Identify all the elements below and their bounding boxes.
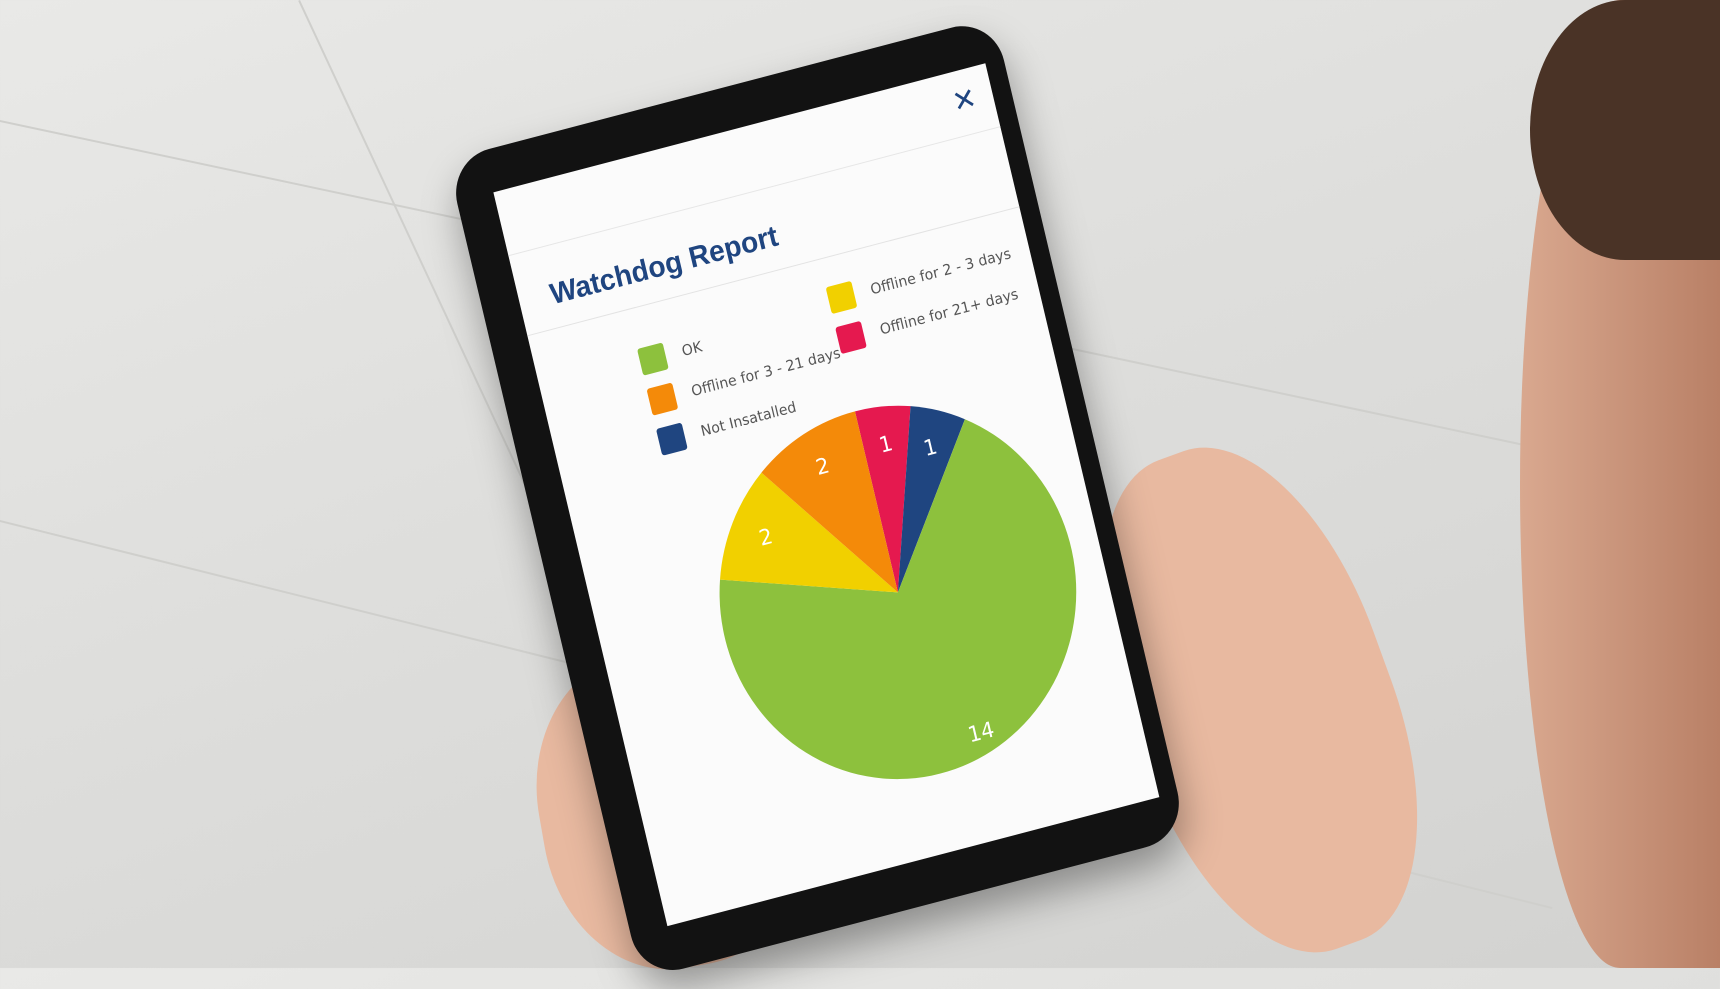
pie-slice-offline-for-21-days[interactable]: [854, 397, 951, 593]
pie-slice-not-insatalled[interactable]: [857, 393, 1000, 593]
pie-data-label: 1: [921, 433, 940, 461]
pie-slice-offline-for-2-3-days[interactable]: [699, 446, 898, 636]
pie-slice-ok[interactable]: [690, 400, 1114, 818]
pie-data-label: 2: [756, 523, 775, 551]
pie-slice-offline-for-3-21-days[interactable]: [753, 411, 898, 619]
pie-data-label: 1: [876, 430, 895, 458]
tablet: ✕ Watchdog Report OK Offline for 3 - 21 …: [447, 16, 1188, 980]
person-hair: [1530, 0, 1720, 260]
pie-data-label: 2: [813, 452, 832, 480]
watchdog-report-screen: ✕ Watchdog Report OK Offline for 3 - 21 …: [493, 63, 1160, 927]
